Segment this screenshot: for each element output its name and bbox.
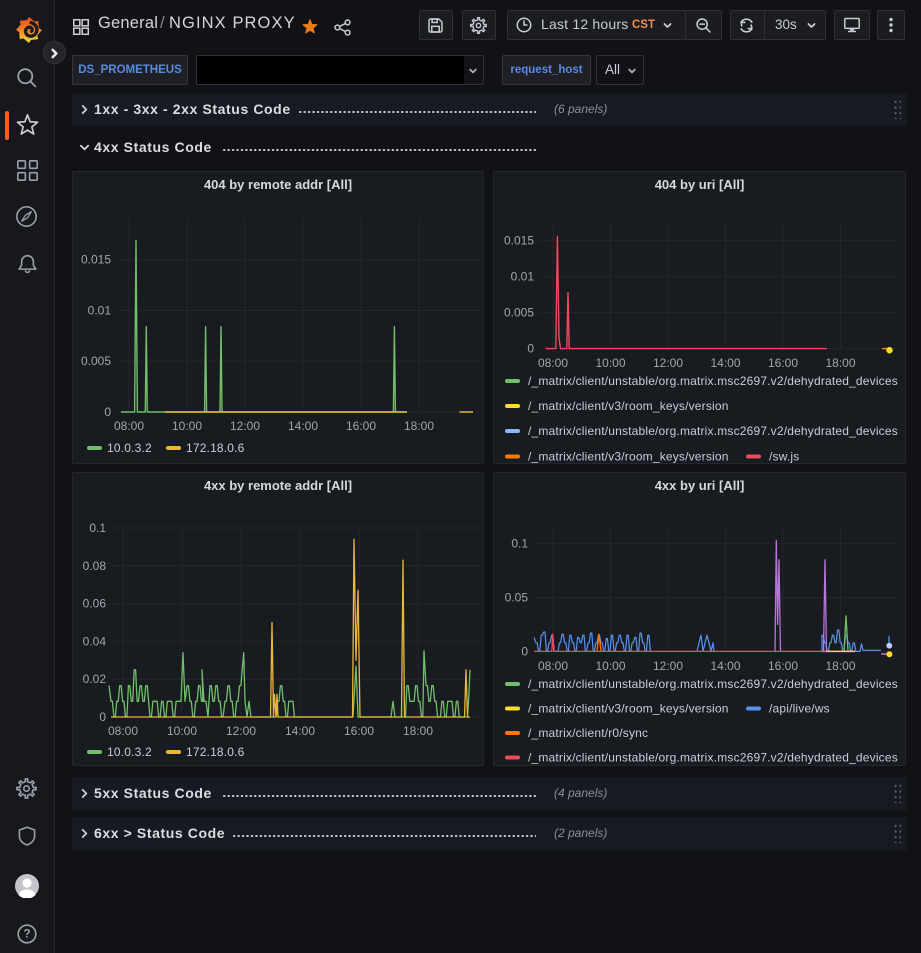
svg-text:10:00: 10:00 [167,724,197,738]
svg-text:16:00: 16:00 [768,659,798,673]
svg-text:172.18.0.6: 172.18.0.6 [186,441,245,455]
svg-text:/_matrix/client/r0/sync: /_matrix/client/r0/sync [528,726,648,740]
svg-text:/_matrix/client/v3/room_keys/v: /_matrix/client/v3/room_keys/version [528,399,729,413]
svg-text:0.015: 0.015 [504,234,534,248]
svg-text:14:00: 14:00 [710,659,740,673]
svg-text:12:00: 12:00 [653,356,683,370]
svg-text:18:00: 18:00 [403,724,433,738]
svg-text:0: 0 [99,710,106,724]
svg-text:/_matrix/client/unstable/org.m: /_matrix/client/unstable/org.matrix.msc2… [528,751,898,765]
svg-text:/sw.js: /sw.js [769,450,799,464]
svg-text:0.01: 0.01 [88,304,112,318]
svg-text:/_matrix/client/v3/room_keys/v: /_matrix/client/v3/room_keys/version [528,450,729,464]
svg-text:10:00: 10:00 [595,356,625,370]
svg-text:0.1: 0.1 [89,521,106,535]
svg-text:10.0.3.2: 10.0.3.2 [107,441,152,455]
svg-text:0.005: 0.005 [504,306,534,320]
svg-text:08:00: 08:00 [538,356,568,370]
svg-text:0.02: 0.02 [83,672,107,686]
svg-text:08:00: 08:00 [538,659,568,673]
svg-text:/_matrix/client/unstable/org.m: /_matrix/client/unstable/org.matrix.msc2… [528,374,898,388]
svg-text:18:00: 18:00 [825,356,855,370]
svg-text:0.005: 0.005 [81,354,111,368]
svg-text:14:00: 14:00 [710,356,740,370]
svg-text:0.04: 0.04 [83,634,107,648]
svg-text:10:00: 10:00 [172,419,202,433]
svg-text:08:00: 08:00 [108,724,138,738]
svg-text:0.06: 0.06 [83,597,107,611]
svg-text:/_matrix/client/unstable/org.m: /_matrix/client/unstable/org.matrix.msc2… [528,677,898,691]
svg-text:14:00: 14:00 [288,419,318,433]
svg-text:0: 0 [521,644,528,658]
svg-text:16:00: 16:00 [346,419,376,433]
svg-text:?: ? [23,928,30,941]
svg-text:/_matrix/client/v3/room_keys/v: /_matrix/client/v3/room_keys/version [528,702,729,716]
svg-text:08:00: 08:00 [114,419,144,433]
svg-text:14:00: 14:00 [285,724,315,738]
svg-text:16:00: 16:00 [344,724,374,738]
svg-text:12:00: 12:00 [230,419,260,433]
svg-text:18:00: 18:00 [825,659,855,673]
svg-text:12:00: 12:00 [653,659,683,673]
svg-text:0.1: 0.1 [511,537,528,551]
svg-text:0.08: 0.08 [83,559,107,573]
svg-text:/api/live/ws: /api/live/ws [769,702,830,716]
svg-text:18:00: 18:00 [404,419,434,433]
svg-text:/_matrix/client/unstable/org.m: /_matrix/client/unstable/org.matrix.msc2… [528,424,898,438]
svg-text:0.015: 0.015 [81,253,111,267]
svg-text:0.01: 0.01 [511,270,535,284]
svg-text:12:00: 12:00 [226,724,256,738]
svg-text:0: 0 [104,405,111,419]
svg-text:0: 0 [527,342,534,356]
svg-text:172.18.0.6: 172.18.0.6 [186,745,245,759]
svg-text:16:00: 16:00 [768,356,798,370]
svg-text:10:00: 10:00 [595,659,625,673]
svg-text:0.05: 0.05 [505,591,529,605]
svg-text:10.0.3.2: 10.0.3.2 [107,745,152,759]
